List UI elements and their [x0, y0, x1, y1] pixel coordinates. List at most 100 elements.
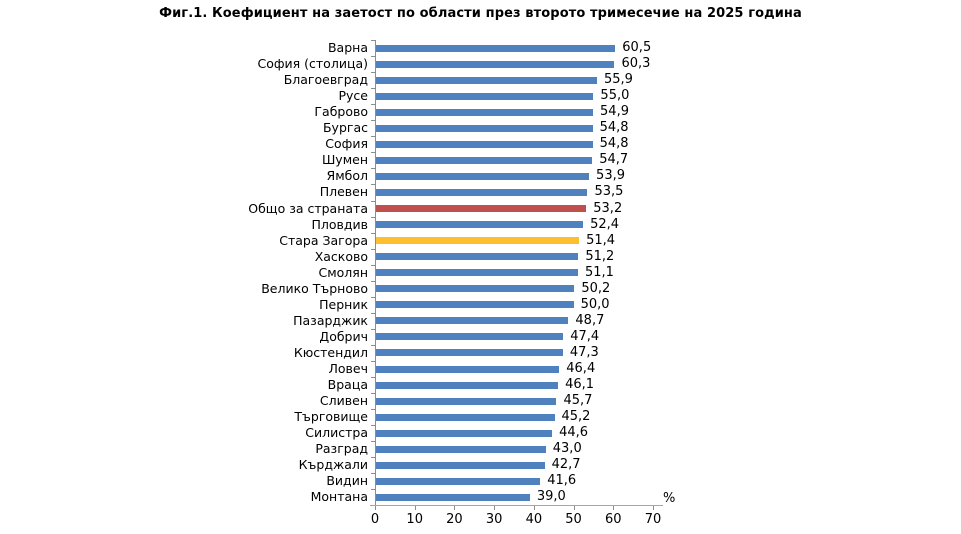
- y-axis-tick: [371, 120, 375, 122]
- x-axis-tick: [613, 506, 615, 511]
- bar: [375, 493, 530, 501]
- value-label: 45,2: [561, 409, 591, 425]
- value-label: 41,6: [547, 473, 577, 489]
- category-label: Благоевград: [283, 72, 368, 88]
- value-label: 54,8: [599, 136, 629, 152]
- category-label: Сливен: [319, 393, 368, 409]
- y-axis-tick: [371, 264, 375, 266]
- x-axis-tick: [454, 506, 456, 511]
- value-label: 44,6: [559, 425, 589, 441]
- bar: [375, 108, 594, 116]
- y-axis-tick: [371, 425, 375, 427]
- value-label: 45,7: [563, 393, 593, 409]
- y-axis-tick: [371, 40, 375, 41]
- category-label: Плевен: [319, 184, 368, 200]
- category-label: Шумен: [321, 152, 368, 168]
- category-label: Стара Загора: [279, 232, 368, 248]
- category-label: Общо за страната: [248, 200, 368, 216]
- category-label: Ямбол: [326, 168, 368, 184]
- bar: [375, 365, 560, 373]
- y-axis-tick: [371, 56, 375, 58]
- bar: [375, 237, 580, 245]
- value-label: 53,9: [596, 168, 625, 184]
- bar: [375, 156, 593, 164]
- value-label: 46,4: [566, 361, 596, 376]
- bar: [375, 381, 559, 389]
- y-axis-tick: [371, 184, 375, 186]
- bar: [375, 317, 569, 325]
- value-label: 55,9: [604, 72, 633, 88]
- y-axis-tick: [371, 344, 375, 346]
- value-label: 53,5: [594, 184, 624, 200]
- bar: [375, 445, 546, 453]
- bar: [375, 269, 578, 277]
- bar: [375, 461, 545, 469]
- category-label: Перник: [319, 296, 368, 312]
- x-axis-tick-label: 40: [525, 512, 543, 528]
- value-label: 48,7: [575, 312, 605, 328]
- category-label: Бургас: [322, 120, 368, 136]
- category-label: Ловеч: [328, 361, 369, 376]
- value-label: 50,0: [580, 296, 610, 312]
- y-axis-tick: [371, 152, 375, 154]
- y-axis-tick: [371, 216, 375, 218]
- category-label: София: [325, 136, 368, 152]
- bar: [375, 140, 593, 148]
- category-label: Смолян: [318, 264, 369, 280]
- bar: [375, 92, 594, 100]
- x-axis-tick-label: 20: [446, 512, 463, 528]
- y-axis-tick: [371, 232, 375, 234]
- category-label: Кърджали: [298, 457, 368, 473]
- value-label: 53,2: [593, 200, 623, 216]
- x-axis-tick-label: 10: [406, 512, 423, 528]
- bar: [375, 429, 553, 437]
- bar: [375, 124, 593, 132]
- category-label: Силистра: [305, 425, 368, 441]
- value-label: 54,7: [599, 152, 629, 168]
- bar: [375, 285, 575, 293]
- category-label: Разград: [315, 441, 368, 457]
- value-label: 55,0: [600, 88, 630, 104]
- category-label: Габрово: [314, 104, 368, 120]
- y-axis-tick: [371, 280, 375, 282]
- chart-title: Фиг.1. Коефициент на заетост по области …: [159, 6, 802, 21]
- y-axis-tick: [371, 248, 375, 250]
- y-axis-tick: [371, 457, 375, 459]
- y-axis-tick: [371, 296, 375, 298]
- category-label: Търговище: [294, 409, 368, 425]
- value-label: 43,0: [552, 441, 582, 457]
- value-label: 42,7: [551, 457, 581, 473]
- y-axis-tick: [371, 377, 375, 379]
- x-axis-tick-label: 30: [485, 512, 503, 528]
- x-axis-tick-label: 60: [605, 512, 622, 528]
- category-label: Враца: [327, 377, 368, 393]
- category-label: Пазарджик: [293, 312, 368, 328]
- y-axis-tick: [371, 136, 375, 138]
- category-label: Добрич: [319, 328, 368, 344]
- x-axis-line: [370, 505, 663, 507]
- category-label: Пловдив: [311, 216, 368, 232]
- y-axis-tick: [371, 200, 375, 202]
- value-label: 60,5: [622, 40, 652, 55]
- y-axis-tick: [371, 441, 375, 443]
- bar: [375, 349, 563, 357]
- y-axis-tick: [371, 489, 375, 491]
- bar: [375, 301, 574, 309]
- x-axis-unit-label: %: [663, 491, 676, 507]
- bar: [375, 60, 615, 68]
- x-axis-tick-label: 0: [370, 512, 380, 528]
- y-axis-tick: [371, 72, 375, 74]
- value-label: 51,1: [584, 264, 614, 280]
- y-axis-tick: [371, 393, 375, 395]
- bar: [375, 413, 555, 421]
- x-axis-tick: [494, 506, 496, 511]
- value-label: 51,2: [585, 248, 615, 264]
- bar: [375, 76, 597, 84]
- bar: [375, 44, 616, 52]
- y-axis-tick: [371, 312, 375, 314]
- x-axis-tick: [414, 506, 416, 511]
- value-label: 60,3: [621, 56, 651, 72]
- y-axis-tick: [371, 473, 375, 475]
